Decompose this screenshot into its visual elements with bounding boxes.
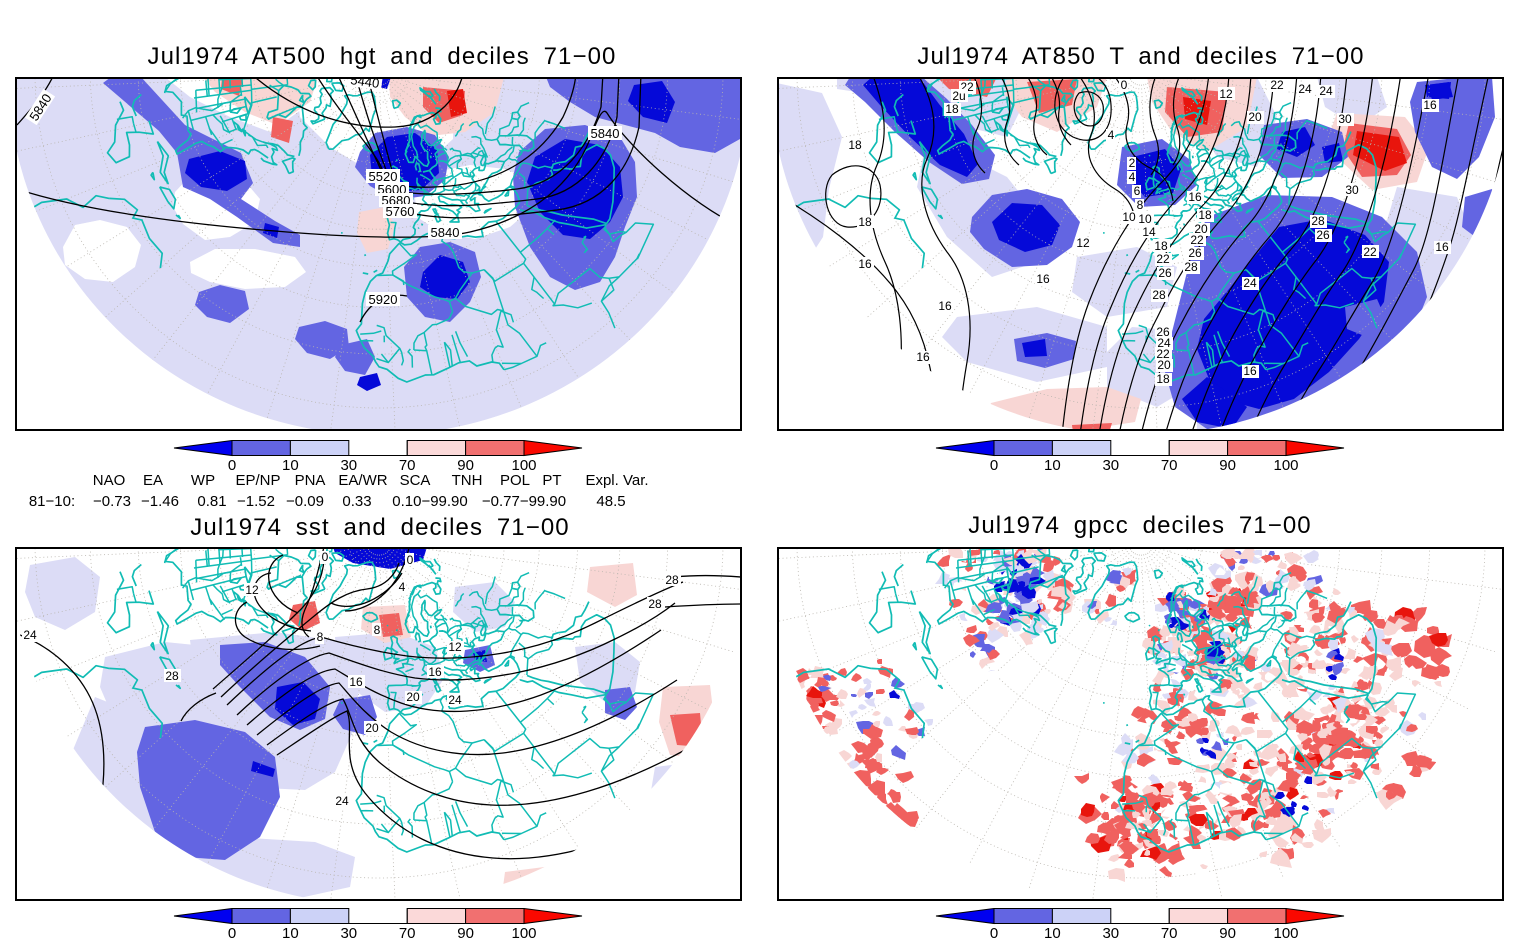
svg-text:90: 90 bbox=[457, 925, 474, 940]
svg-text:2: 2 bbox=[1129, 156, 1136, 170]
svg-text:30: 30 bbox=[340, 457, 357, 474]
svg-text:12: 12 bbox=[448, 640, 462, 654]
svg-text:0: 0 bbox=[1121, 78, 1128, 92]
svg-text:16: 16 bbox=[1243, 364, 1257, 378]
svg-text:10: 10 bbox=[282, 457, 299, 474]
svg-text:0: 0 bbox=[228, 925, 236, 940]
svg-text:18: 18 bbox=[1154, 239, 1168, 253]
svg-text:0: 0 bbox=[990, 457, 998, 474]
svg-text:12: 12 bbox=[1076, 236, 1090, 250]
svg-text:18: 18 bbox=[945, 102, 959, 116]
svg-text:28: 28 bbox=[1311, 214, 1325, 228]
svg-text:10: 10 bbox=[1138, 212, 1152, 226]
svg-text:28: 28 bbox=[665, 573, 679, 587]
svg-text:16: 16 bbox=[349, 675, 363, 689]
svg-text:12: 12 bbox=[245, 583, 259, 597]
svg-text:5440: 5440 bbox=[350, 77, 381, 91]
svg-text:70: 70 bbox=[1161, 457, 1178, 474]
svg-text:90: 90 bbox=[457, 457, 474, 474]
svg-text:8: 8 bbox=[1137, 198, 1144, 212]
svg-text:18: 18 bbox=[1198, 208, 1212, 222]
svg-text:24: 24 bbox=[1298, 82, 1312, 96]
svg-text:10: 10 bbox=[282, 925, 299, 940]
svg-text:24: 24 bbox=[448, 693, 462, 707]
svg-text:30: 30 bbox=[1102, 925, 1119, 940]
svg-text:22: 22 bbox=[1190, 233, 1204, 247]
svg-text:16: 16 bbox=[858, 257, 872, 271]
svg-text:20: 20 bbox=[406, 690, 420, 704]
svg-text:26: 26 bbox=[1156, 325, 1170, 339]
svg-text:10: 10 bbox=[1044, 457, 1061, 474]
svg-text:16: 16 bbox=[428, 665, 442, 679]
svg-text:70: 70 bbox=[399, 925, 416, 940]
svg-text:0: 0 bbox=[407, 553, 414, 567]
svg-text:4: 4 bbox=[1129, 170, 1136, 184]
svg-text:4: 4 bbox=[399, 580, 406, 594]
svg-text:4: 4 bbox=[1108, 128, 1115, 142]
svg-text:5920: 5920 bbox=[369, 292, 398, 307]
svg-text:8: 8 bbox=[374, 623, 381, 637]
svg-text:20: 20 bbox=[1194, 222, 1208, 236]
svg-text:24: 24 bbox=[23, 628, 37, 642]
svg-text:100: 100 bbox=[511, 457, 536, 474]
svg-text:90: 90 bbox=[1219, 457, 1236, 474]
svg-text:22: 22 bbox=[1363, 245, 1377, 259]
svg-text:10: 10 bbox=[1122, 210, 1136, 224]
svg-text:5520: 5520 bbox=[369, 169, 398, 184]
svg-text:20: 20 bbox=[1157, 358, 1171, 372]
svg-text:6: 6 bbox=[1134, 184, 1141, 198]
svg-text:28: 28 bbox=[1152, 288, 1166, 302]
svg-text:70: 70 bbox=[1161, 925, 1178, 940]
svg-text:22: 22 bbox=[1156, 347, 1170, 361]
svg-text:18: 18 bbox=[848, 138, 862, 152]
svg-text:5840: 5840 bbox=[431, 225, 460, 240]
svg-text:14: 14 bbox=[1142, 225, 1156, 239]
svg-text:30: 30 bbox=[340, 925, 357, 940]
svg-text:28: 28 bbox=[165, 669, 179, 683]
svg-text:16: 16 bbox=[916, 350, 930, 364]
svg-text:8: 8 bbox=[317, 630, 324, 644]
svg-text:28: 28 bbox=[648, 597, 662, 611]
svg-text:20: 20 bbox=[1248, 110, 1262, 124]
svg-text:30: 30 bbox=[1102, 457, 1119, 474]
svg-text:22: 22 bbox=[1156, 252, 1170, 266]
svg-text:30: 30 bbox=[1338, 112, 1352, 126]
svg-text:26: 26 bbox=[1158, 266, 1172, 280]
svg-text:100: 100 bbox=[1273, 925, 1298, 940]
svg-text:100: 100 bbox=[1273, 457, 1298, 474]
svg-text:22: 22 bbox=[1270, 78, 1284, 92]
svg-text:24: 24 bbox=[1243, 276, 1257, 290]
svg-text:24: 24 bbox=[1157, 336, 1171, 350]
svg-text:5760: 5760 bbox=[386, 204, 415, 219]
svg-text:18: 18 bbox=[1156, 372, 1170, 386]
svg-text:0: 0 bbox=[228, 457, 236, 474]
svg-text:0: 0 bbox=[322, 550, 329, 564]
svg-text:20: 20 bbox=[365, 721, 379, 735]
svg-text:16: 16 bbox=[1188, 190, 1202, 204]
svg-text:16: 16 bbox=[1036, 272, 1050, 286]
svg-text:12: 12 bbox=[1219, 87, 1233, 101]
svg-text:26: 26 bbox=[1188, 246, 1202, 260]
svg-text:5840: 5840 bbox=[591, 126, 620, 141]
svg-text:70: 70 bbox=[399, 457, 416, 474]
svg-text:18: 18 bbox=[858, 215, 872, 229]
svg-text:24: 24 bbox=[1319, 84, 1333, 98]
svg-text:16: 16 bbox=[1423, 98, 1437, 112]
svg-text:16: 16 bbox=[1435, 240, 1449, 254]
svg-text:2u: 2u bbox=[952, 89, 965, 103]
svg-text:16: 16 bbox=[938, 299, 952, 313]
svg-text:28: 28 bbox=[1184, 260, 1198, 274]
svg-text:24: 24 bbox=[335, 794, 349, 808]
svg-text:30: 30 bbox=[1345, 183, 1359, 197]
svg-text:100: 100 bbox=[511, 925, 536, 940]
svg-text:90: 90 bbox=[1219, 925, 1236, 940]
svg-text:0: 0 bbox=[990, 925, 998, 940]
svg-text:26: 26 bbox=[1316, 228, 1330, 242]
svg-text:10: 10 bbox=[1044, 925, 1061, 940]
